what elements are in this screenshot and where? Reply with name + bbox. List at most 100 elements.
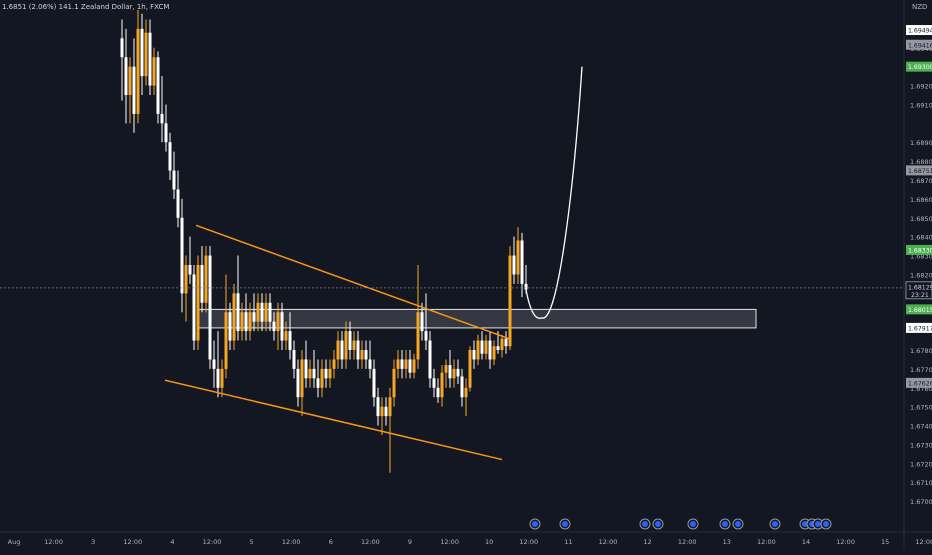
price-label-text: 1.69416 [908,42,932,49]
y-tick-label: 1.67700 [910,366,932,374]
candle-body [260,302,264,322]
candle [372,359,376,407]
event-icon[interactable] [639,518,651,530]
y-tick-label: 1.68200 [910,271,932,279]
candle-body [524,283,528,290]
candle [516,227,520,284]
x-tick-label: 12:00 [915,538,932,546]
candle-body [516,240,520,275]
y-tick-label: 1.68400 [910,234,932,242]
candle-body [412,359,416,373]
candle [132,38,136,133]
event-icon[interactable] [719,518,731,530]
candle-body [240,312,244,332]
price-label: 1.68330 [906,244,932,255]
candle [376,387,380,426]
y-tick-label: 1.68800 [910,158,932,166]
candle [484,334,488,360]
price-label-bg [906,25,932,36]
price-label: 1.67917 [906,322,932,333]
x-tick-label: 12:00 [836,538,855,546]
candle [364,340,368,369]
x-tick-label: 12:00 [440,538,459,546]
candle [180,198,184,313]
candle [436,378,440,403]
candle [492,340,496,366]
candle [276,302,280,350]
event-icon[interactable] [732,518,744,530]
event-icon[interactable] [820,518,832,530]
candle [304,340,308,388]
candle-body [416,312,420,360]
event-icon[interactable] [559,518,571,530]
y-tick-label: 1.67100 [910,479,932,487]
candle-body [192,274,196,341]
candle [420,302,424,341]
candle-body [308,368,312,379]
event-icon-dot [562,521,568,527]
candle [224,274,228,379]
candle [412,353,416,379]
y-tick-label: 1.68600 [910,196,932,204]
candle [160,76,164,143]
candle-body [348,331,352,350]
candle [520,232,524,298]
candles [120,10,528,473]
candle-body [332,359,336,369]
price-label: 1.67626 [906,377,932,388]
event-icon[interactable] [769,518,781,530]
y-tick-label: 1.67200 [910,460,932,468]
candle [220,359,224,398]
candle [256,293,260,332]
event-icon[interactable] [687,518,699,530]
event-icons[interactable] [529,518,832,530]
candle-body [180,217,184,294]
candle [416,265,420,369]
candle-body [208,255,212,360]
candle-body [184,265,188,294]
candle-body [324,368,328,379]
candle [284,321,288,350]
candle [308,359,312,388]
candle [176,170,180,228]
candle-body [272,321,276,332]
trendlines [0,66,904,461]
candle [456,359,460,384]
candle [476,334,480,366]
event-icon-dot [823,521,829,527]
candle-body [200,265,204,303]
candle [212,340,216,388]
projection-curve [525,66,583,319]
candle [468,346,472,392]
candle [188,236,192,284]
event-icon[interactable] [812,518,824,530]
candle-body [500,338,504,350]
candle [448,350,452,388]
last-price-text: 1.68129 [908,284,932,291]
symbol-header[interactable]: 1.6851 (2.06%) 141.1 Zealand Dollar, 1h,… [2,3,170,11]
trendline-lower [164,379,503,461]
candle-body [400,359,404,369]
candle-body [468,350,472,388]
candle-body [432,378,436,388]
candle [288,312,292,360]
candle [392,359,396,407]
candle-body [300,359,304,398]
candle [148,19,152,95]
candle-body [320,368,324,388]
price-label: 1.69494 [906,25,932,36]
candle-body [236,293,240,332]
x-tick-label: 12:00 [599,538,618,546]
price-label-bg [906,165,932,176]
event-icon[interactable] [529,518,541,530]
candle-body [392,368,396,398]
candle-body [396,359,400,369]
price-label-text: 1.68751 [908,168,932,175]
x-tick-label: 12:00 [44,538,63,546]
event-icon-dot [690,521,696,527]
x-tick-label: 14 [802,538,810,546]
event-icon[interactable] [652,518,664,530]
candle-body [336,340,340,360]
